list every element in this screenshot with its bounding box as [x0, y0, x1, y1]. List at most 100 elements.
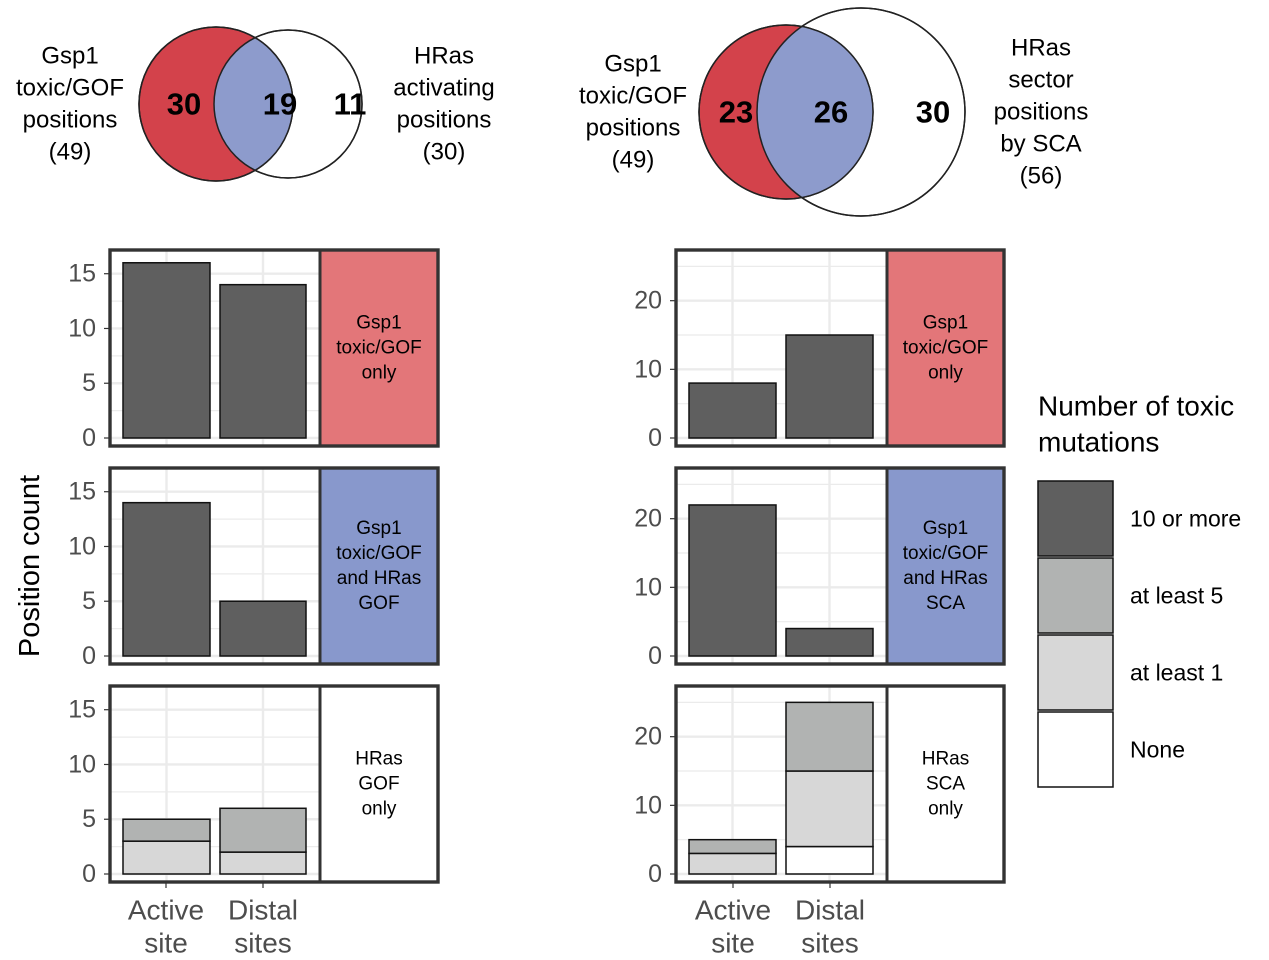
- panel-border: [108, 248, 440, 448]
- facet-strip-label-line: Gsp1: [923, 313, 968, 334]
- facet-panel-2: 0 5 10 15 Gsp1 toxic/GOF and HRas GOF: [68, 466, 440, 670]
- y-tick-label: 10: [634, 791, 662, 819]
- y-tick-label: 20: [634, 505, 662, 533]
- y-tick-label: 10: [68, 532, 96, 560]
- facet-strip-label-line: toxic/GOF: [903, 338, 989, 359]
- facet-strip: [887, 686, 1004, 882]
- venn-right-label-line: HRas: [1011, 35, 1071, 62]
- venn-right-label-line: sector: [1008, 67, 1073, 94]
- y-tick-label: 10: [68, 750, 96, 778]
- venn-right-label-line: (56): [1020, 163, 1063, 190]
- bar-segment: [688, 504, 777, 657]
- panel-border: [674, 684, 1006, 884]
- facet-strip-label-line: GOF: [358, 593, 399, 614]
- x-tick-label: Active: [695, 895, 771, 926]
- venn-right-label-line: (30): [423, 139, 466, 166]
- y-tick-label: 15: [68, 260, 96, 288]
- bar-segment: [122, 840, 211, 875]
- y-tick-label: 10: [634, 573, 662, 601]
- facet-panel-6: 0 10 20 HRas SCA only: [634, 684, 1006, 888]
- bar-segment: [122, 501, 211, 657]
- legend-key: [1037, 711, 1114, 788]
- y-axis-title: Position count: [14, 475, 46, 657]
- venn-right-label-line: activating: [393, 75, 494, 102]
- facet-strip-label-line: toxic/GOF: [336, 338, 422, 359]
- venn-left-label-line: Gsp1: [41, 43, 98, 70]
- facet-strip-label-line: and HRas: [903, 568, 988, 589]
- venn-right-label-line: by SCA: [1000, 131, 1081, 158]
- y-tick-label: 15: [68, 696, 96, 724]
- bar-segment: [219, 851, 307, 875]
- legend-item-label: 10 or more: [1130, 506, 1241, 532]
- facet-strip: [320, 686, 438, 882]
- facet-panel-5: 0 10 20 Gsp1 toxic/GOF and HRas SCA: [634, 466, 1006, 670]
- legend-key: [1037, 557, 1114, 634]
- legend-key: [1037, 634, 1114, 711]
- bar-segment: [688, 838, 777, 855]
- panel-border: [108, 684, 440, 884]
- venn-right-only-count: 30: [916, 95, 950, 130]
- venn-left-label-line: positions: [586, 115, 681, 142]
- bar-segment: [785, 627, 874, 657]
- venn-overlap: [757, 25, 873, 199]
- venn-diagram-2: 23 26 30 Gsp1 toxic/GOF positions (49) HRas sect…: [579, 7, 1089, 217]
- facet-strip-label-line: toxic/GOF: [903, 543, 989, 564]
- facet-strip-label-line: only: [362, 799, 397, 820]
- y-tick-label: 10: [634, 355, 662, 383]
- venn-right-label-line: positions: [994, 99, 1089, 126]
- y-tick-label: 0: [82, 642, 96, 670]
- venn-left-label-line: toxic/GOF: [579, 83, 687, 110]
- venn-right-outline: [756, 7, 966, 217]
- bar-segment: [688, 382, 777, 439]
- bar-segment: [122, 262, 211, 439]
- y-tick-label: 0: [82, 424, 96, 452]
- bar-segment: [688, 852, 777, 875]
- bar-segment: [785, 701, 874, 772]
- x-tick-label: Active: [128, 895, 204, 926]
- x-tick-label: sites: [234, 928, 292, 959]
- panel-border: [674, 248, 1006, 448]
- facet-strip-label-line: only: [928, 799, 963, 820]
- facet-strip-label-line: SCA: [926, 774, 965, 795]
- legend: Number of toxic mutations 10 or more at lea…: [1037, 391, 1241, 788]
- venn-overlap: [214, 30, 293, 178]
- facet-panel-4: 0 10 20 Gsp1 toxic/GOF only: [634, 248, 1006, 452]
- y-tick-label: 0: [648, 642, 662, 670]
- y-tick-label: 5: [82, 587, 96, 615]
- x-tick-label: site: [144, 928, 188, 959]
- facet-strip-label-line: Gsp1: [356, 518, 401, 539]
- facet-strip-label-line: SCA: [926, 593, 965, 614]
- venn-right-label-line: positions: [397, 107, 492, 134]
- facet-strip-label-line: Gsp1: [923, 518, 968, 539]
- panel-border: [108, 466, 440, 666]
- facet-strip-label-line: Gsp1: [356, 313, 401, 334]
- y-tick-label: 5: [82, 369, 96, 397]
- venn-left-label-line: Gsp1: [604, 51, 661, 78]
- y-tick-label: 5: [82, 805, 96, 833]
- venn-left-label-line: (49): [49, 139, 92, 166]
- y-tick-label: 0: [648, 860, 662, 888]
- y-tick-label: 20: [634, 287, 662, 315]
- venn-overlap-count: 19: [263, 87, 297, 122]
- legend-item-label: at least 5: [1130, 583, 1223, 609]
- y-tick-label: 20: [634, 723, 662, 751]
- facet-strip-label-line: HRas: [922, 749, 970, 770]
- venn-left-label-line: positions: [23, 107, 118, 134]
- facet-strip: [320, 250, 438, 446]
- facet-strip: [887, 468, 1004, 664]
- facet-strip: [887, 250, 1004, 446]
- facet-panel-3: 0 5 10 15 HRas GOF only: [68, 684, 440, 888]
- facet-strip-label-line: HRas: [355, 749, 403, 770]
- facet-strip-label-line: and HRas: [337, 568, 422, 589]
- bar-segment: [785, 770, 874, 848]
- venn-left-outline: [698, 24, 874, 200]
- legend-key: [1037, 480, 1114, 557]
- legend-title-line: Number of toxic: [1038, 391, 1234, 422]
- venn-right-only-count: 11: [334, 87, 367, 122]
- bar-segment: [219, 283, 307, 439]
- facet-strip-label-line: toxic/GOF: [336, 543, 422, 564]
- venn-left-outline: [138, 26, 294, 182]
- bar-segment: [785, 334, 874, 439]
- bar-segment: [122, 818, 211, 842]
